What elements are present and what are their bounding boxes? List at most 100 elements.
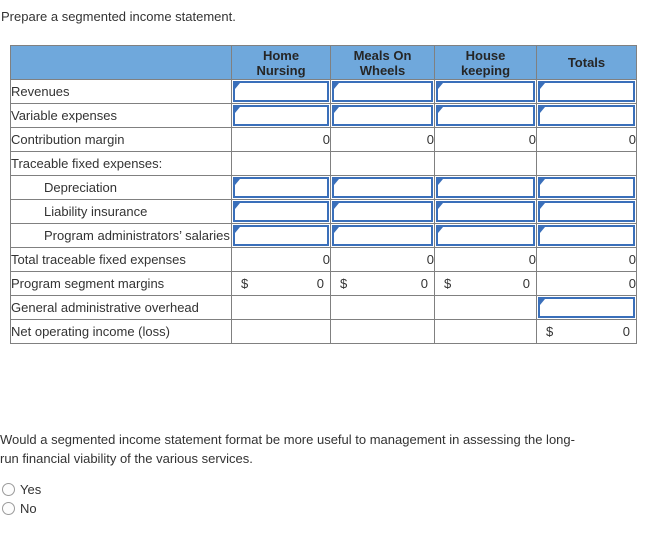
row-label: Revenues — [10, 79, 232, 104]
row-label: General administrative overhead — [10, 295, 232, 320]
radio-option-yes[interactable]: Yes — [2, 480, 659, 499]
column-header-meals-on-wheels: Meals On Wheels — [330, 45, 435, 80]
row-net-operating-income: Net operating income (loss) $0 — [10, 319, 637, 344]
net-operating-income-totals-value: 0 — [622, 324, 630, 339]
liability-insurance-meals-on-wheels-input[interactable] — [332, 201, 433, 222]
input-marker-icon — [540, 83, 545, 89]
variable-expenses-home-nursing-input[interactable] — [233, 105, 329, 126]
net-operating-income-totals-cell: $0 — [536, 319, 637, 344]
input-marker-icon — [438, 83, 443, 89]
radio-label-no: No — [20, 501, 37, 516]
empty-cell — [536, 151, 637, 176]
input-marker-icon — [334, 227, 339, 233]
depreciation-meals-on-wheels-input[interactable] — [332, 177, 433, 198]
variable-expenses-meals-on-wheels-input[interactable] — [332, 105, 433, 126]
segment-margin-meals-on-wheels-value: 0 — [420, 276, 428, 291]
row-label: Net operating income (loss) — [10, 319, 232, 344]
radio-button-yes[interactable] — [2, 483, 15, 496]
input-marker-icon — [235, 179, 240, 185]
input-marker-icon — [235, 203, 240, 209]
contribution-margin-home-nursing-value: 0 — [231, 127, 331, 152]
empty-cell — [231, 151, 331, 176]
depreciation-housekeeping-input[interactable] — [436, 177, 535, 198]
input-marker-icon — [334, 203, 339, 209]
contribution-margin-meals-on-wheels-value: 0 — [330, 127, 435, 152]
empty-cell — [434, 151, 537, 176]
page-title: Prepare a segmented income statement. — [1, 9, 236, 24]
row-total-traceable-fixed-expenses: Total traceable fixed expenses 0 0 0 0 — [10, 247, 637, 272]
row-contribution-margin: Contribution margin 0 0 0 0 — [10, 127, 637, 152]
input-marker-icon — [438, 227, 443, 233]
input-marker-icon — [540, 203, 545, 209]
input-marker-icon — [235, 107, 240, 113]
row-label: Program segment margins — [10, 271, 232, 296]
row-label: Total traceable fixed expenses — [10, 247, 232, 272]
row-program-administrators-salaries: Program administrators’ salaries — [10, 223, 637, 248]
row-depreciation: Depreciation — [10, 175, 637, 200]
depreciation-home-nursing-input[interactable] — [233, 177, 329, 198]
row-label: Variable expenses — [10, 103, 232, 128]
revenues-home-nursing-input[interactable] — [233, 81, 329, 102]
column-header-blank — [10, 45, 232, 80]
contribution-margin-totals-value: 0 — [536, 127, 637, 152]
answer-radio-group: Yes No — [2, 480, 659, 518]
empty-cell — [330, 319, 435, 344]
input-marker-icon — [334, 179, 339, 185]
column-header-home-nursing: Home Nursing — [231, 45, 331, 80]
liability-insurance-housekeeping-input[interactable] — [436, 201, 535, 222]
revenues-totals-input[interactable] — [538, 81, 635, 102]
question-line-2: run financial viability of the various s… — [0, 451, 253, 466]
total-traceable-housekeeping-value: 0 — [434, 247, 537, 272]
row-label: Contribution margin — [10, 127, 232, 152]
row-general-administrative-overhead: General administrative overhead — [10, 295, 637, 320]
row-variable-expenses: Variable expenses — [10, 103, 637, 128]
liability-insurance-home-nursing-input[interactable] — [233, 201, 329, 222]
input-marker-icon — [540, 227, 545, 233]
column-header-totals: Totals — [536, 45, 637, 80]
total-traceable-home-nursing-value: 0 — [231, 247, 331, 272]
input-marker-icon — [235, 227, 240, 233]
row-label: Liability insurance — [10, 199, 232, 224]
segment-margin-home-nursing-value: 0 — [316, 276, 324, 291]
empty-cell — [330, 295, 435, 320]
segment-margin-totals-value: 0 — [536, 271, 637, 296]
segment-margin-meals-on-wheels-cell: $0 — [330, 271, 435, 296]
variable-expenses-totals-input[interactable] — [538, 105, 635, 126]
row-label: Depreciation — [10, 175, 232, 200]
salaries-meals-on-wheels-input[interactable] — [332, 225, 433, 246]
row-program-segment-margins: Program segment margins $0 $0 $0 0 — [10, 271, 637, 296]
input-marker-icon — [438, 179, 443, 185]
revenues-housekeeping-input[interactable] — [436, 81, 535, 102]
input-marker-icon — [438, 107, 443, 113]
income-statement-table: Home Nursing Meals On Wheels House keepi… — [10, 45, 637, 344]
radio-option-no[interactable]: No — [2, 499, 659, 518]
question-line-1: Would a segmented income statement forma… — [0, 432, 575, 447]
input-marker-icon — [540, 179, 545, 185]
radio-button-no[interactable] — [2, 502, 15, 515]
segment-margin-home-nursing-cell: $0 — [231, 271, 331, 296]
radio-label-yes: Yes — [20, 482, 42, 497]
row-label: Traceable fixed expenses: — [10, 151, 232, 176]
liability-insurance-totals-input[interactable] — [538, 201, 635, 222]
revenues-meals-on-wheels-input[interactable] — [332, 81, 433, 102]
currency-symbol: $ — [241, 276, 249, 291]
row-revenues: Revenues — [10, 79, 637, 104]
currency-symbol: $ — [444, 276, 452, 291]
salaries-totals-input[interactable] — [538, 225, 635, 246]
contribution-margin-housekeeping-value: 0 — [434, 127, 537, 152]
salaries-home-nursing-input[interactable] — [233, 225, 329, 246]
input-marker-icon — [235, 83, 240, 89]
empty-cell — [330, 151, 435, 176]
depreciation-totals-input[interactable] — [538, 177, 635, 198]
empty-cell — [434, 319, 537, 344]
total-traceable-totals-value: 0 — [536, 247, 637, 272]
row-traceable-fixed-expenses-header: Traceable fixed expenses: — [10, 151, 637, 176]
general-admin-overhead-totals-input[interactable] — [538, 297, 635, 318]
row-label: Program administrators’ salaries — [10, 223, 232, 248]
salaries-housekeeping-input[interactable] — [436, 225, 535, 246]
input-marker-icon — [334, 107, 339, 113]
total-traceable-meals-on-wheels-value: 0 — [330, 247, 435, 272]
empty-cell — [231, 319, 331, 344]
variable-expenses-housekeeping-input[interactable] — [436, 105, 535, 126]
